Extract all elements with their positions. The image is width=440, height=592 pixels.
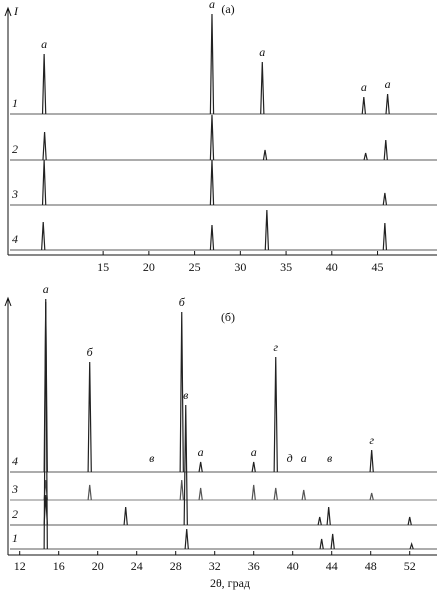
x-tick-label: 16 (53, 559, 65, 573)
x-tick-label: 35 (280, 260, 292, 274)
peak-annotation: a (41, 37, 47, 51)
peak (319, 538, 324, 550)
peak-annotation: a (385, 77, 391, 91)
trace-label: 1 (12, 531, 18, 545)
trace-label: 1 (12, 96, 18, 110)
peak-annotation: в (183, 388, 188, 402)
panel-title: (а) (221, 2, 234, 16)
x-tick-label: 52 (404, 559, 416, 573)
trace-label: 2 (12, 142, 18, 156)
trace-label: 4 (12, 232, 18, 246)
peak-annotation: a (259, 45, 265, 59)
peak-annotation: в (327, 451, 332, 465)
peak (87, 484, 92, 501)
peak (363, 152, 368, 161)
peak (42, 131, 47, 161)
peak (209, 224, 215, 251)
x-tick-label: 15 (97, 260, 109, 274)
peak-annotation: б (87, 345, 94, 359)
peak (87, 361, 92, 473)
peak-annotation: а (198, 445, 204, 459)
x-tick-label: 40 (287, 559, 299, 573)
peak (326, 506, 331, 526)
peak (209, 159, 215, 206)
peak (409, 542, 414, 550)
x-tick-label: 32 (209, 559, 221, 573)
x-axis-label: 2θ, град (210, 576, 250, 590)
peak (369, 449, 374, 473)
peak (183, 404, 188, 526)
peak (209, 114, 215, 161)
peak-annotation: г (273, 340, 278, 354)
peak-annotation: д (287, 451, 293, 465)
trace-label: 4 (12, 454, 18, 468)
peak (382, 192, 388, 206)
peak (301, 489, 306, 501)
x-tick-label: 24 (131, 559, 143, 573)
peak (330, 533, 335, 550)
x-tick-label: 25 (189, 260, 201, 274)
peak (361, 96, 367, 115)
peak (317, 516, 322, 526)
peak (41, 53, 47, 115)
peak-annotation: а (251, 445, 257, 459)
peak (260, 61, 265, 115)
peak (251, 484, 256, 501)
trace-label: 3 (11, 482, 18, 496)
peak (264, 209, 270, 251)
x-tick-label: 28 (170, 559, 182, 573)
peak (251, 461, 256, 473)
peak (273, 487, 278, 501)
peak (198, 461, 203, 473)
peak (369, 492, 374, 501)
x-tick-label: 12 (14, 559, 26, 573)
y-axis-arrow (4, 296, 12, 307)
peak (179, 479, 184, 501)
trace-label: 3 (11, 187, 18, 201)
peak-annotation: а (301, 451, 307, 465)
peak-annotation: a (361, 80, 367, 94)
peak (179, 311, 184, 473)
x-tick-label: 45 (372, 260, 384, 274)
x-tick-label: 20 (92, 559, 104, 573)
peak-annotation: б (179, 295, 186, 309)
peak (383, 139, 388, 161)
peak-annotation: а (43, 282, 49, 296)
x-tick-label: 20 (143, 260, 155, 274)
peak (184, 528, 189, 550)
trace-label: 2 (12, 507, 18, 521)
peak (41, 159, 47, 206)
x-tick-label: 48 (365, 559, 377, 573)
peak-annotation: a (209, 0, 215, 11)
peak-annotation: г (369, 433, 374, 447)
peak (273, 356, 278, 473)
y-axis-arrow (4, 6, 12, 17)
peak (262, 149, 268, 161)
panel-title: (б) (221, 310, 235, 324)
x-tick-label: 36 (248, 559, 260, 573)
peak (123, 506, 128, 526)
x-tick-label: 30 (234, 260, 246, 274)
x-tick-label: 40 (326, 260, 338, 274)
y-axis-label: I (13, 4, 19, 18)
peak (41, 221, 46, 251)
peak (382, 222, 388, 251)
peak (198, 487, 203, 501)
peak-annotation: в (149, 451, 154, 465)
peak (43, 298, 48, 550)
x-tick-label: 44 (326, 559, 338, 573)
peak (209, 13, 215, 115)
peak (407, 516, 412, 526)
peak (385, 93, 390, 115)
